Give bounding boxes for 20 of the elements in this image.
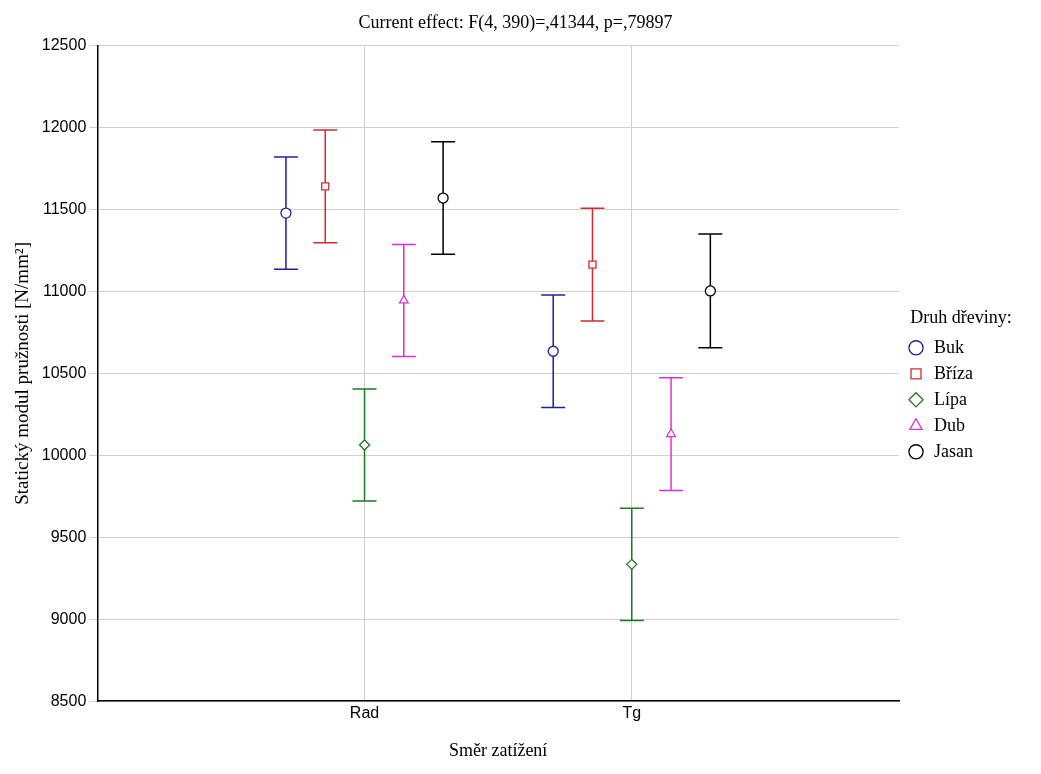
- legend-label: Buk: [934, 336, 965, 357]
- y-tick-label: 11500: [42, 199, 87, 217]
- y-tick-label: 10000: [41, 445, 87, 463]
- legend-title: Druh dřeviny:: [910, 306, 1012, 327]
- x-tick-label: Rad: [349, 704, 380, 722]
- y-tick-label: 10500: [41, 363, 87, 381]
- x-axis-title: Směr zatížení: [448, 739, 548, 760]
- legend-label: Jasan: [934, 440, 974, 461]
- y-tick-label: 9000: [50, 609, 87, 627]
- legend-label: Lípa: [934, 388, 968, 409]
- legend-label: Bříza: [934, 362, 973, 383]
- y-tick-label: 9500: [50, 527, 87, 545]
- y-tick-label: 8500: [50, 691, 87, 709]
- y-tick-label: 11000: [42, 281, 87, 299]
- chart-title: Current effect: F(4, 390)=,41344, p=,79897: [358, 11, 673, 33]
- y-axis-title: Statický modul pružnosti [N/mm²]: [11, 242, 33, 505]
- x-tick-label: Tg: [622, 704, 642, 722]
- y-tick-label: 12500: [41, 36, 87, 54]
- y-tick-label: 12000: [41, 117, 87, 135]
- legend-label: Dub: [934, 414, 966, 435]
